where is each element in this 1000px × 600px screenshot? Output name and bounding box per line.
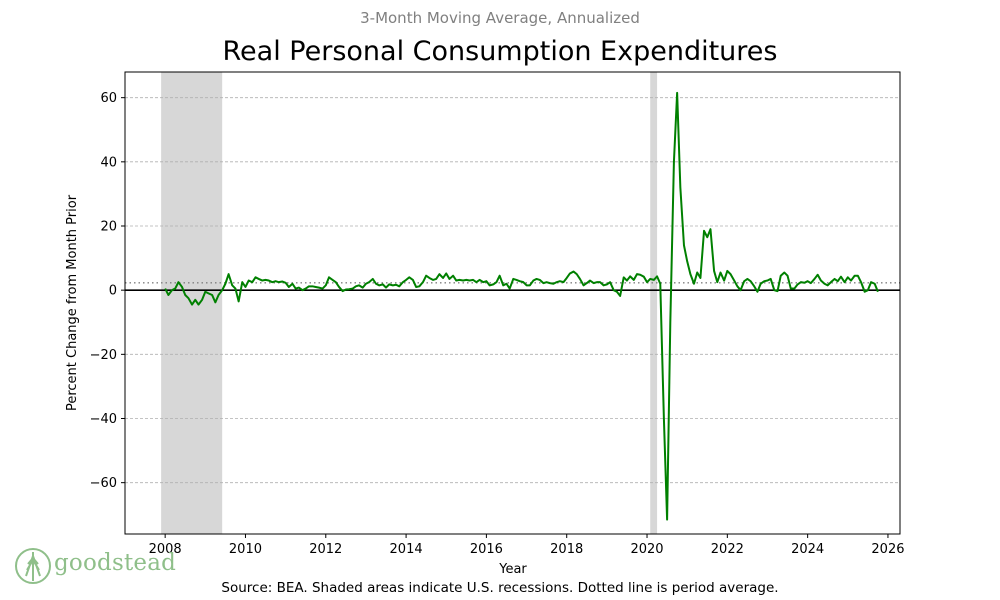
x-tick-label-2026: 2026 [871,542,904,557]
y-tick-label--60: −60 [90,476,117,491]
y-tick-label-20: 20 [100,220,117,235]
y-tick-label-60: 60 [100,91,117,106]
logo-wordmark: goodstead [54,550,177,576]
x-tick-label-2022: 2022 [711,542,744,557]
x-axis-label: Year [498,562,527,577]
x-tick-label-2024: 2024 [791,542,824,557]
tree-icon [15,548,51,584]
chart-subtitle: 3-Month Moving Average, Annualized [360,9,640,27]
y-axis-label: Percent Change from Month Prior [65,194,80,411]
y-tick-label-0: 0 [109,284,117,299]
x-tick-label-2014: 2014 [390,542,423,557]
recession-bands [161,72,658,534]
y-axis: −60 −40 −20 0 20 40 60 [90,91,125,491]
x-tick-label-2016: 2016 [470,542,503,557]
series-line [164,91,879,521]
recession-band-1 [650,72,658,534]
chart-title: Real Personal Consumption Expenditures [222,36,778,67]
x-tick-label-2020: 2020 [630,542,663,557]
x-axis: 2008 2010 2012 2014 2016 2018 2020 2022 2024 2026 [149,534,905,557]
x-tick-label-2010: 2010 [229,542,262,557]
source-note: Source: BEA. Shaded areas indicate U.S. … [221,580,779,596]
y-tick-label--40: −40 [90,412,117,427]
plot-frame [124,71,901,535]
goodstead-logo: goodstead [14,546,184,586]
x-tick-label-2018: 2018 [550,542,583,557]
y-tick-label--20: −20 [90,348,117,363]
x-tick-label-2012: 2012 [309,542,342,557]
x-tick-label-2008: 2008 [149,542,182,557]
y-tick-label-40: 40 [100,155,117,170]
